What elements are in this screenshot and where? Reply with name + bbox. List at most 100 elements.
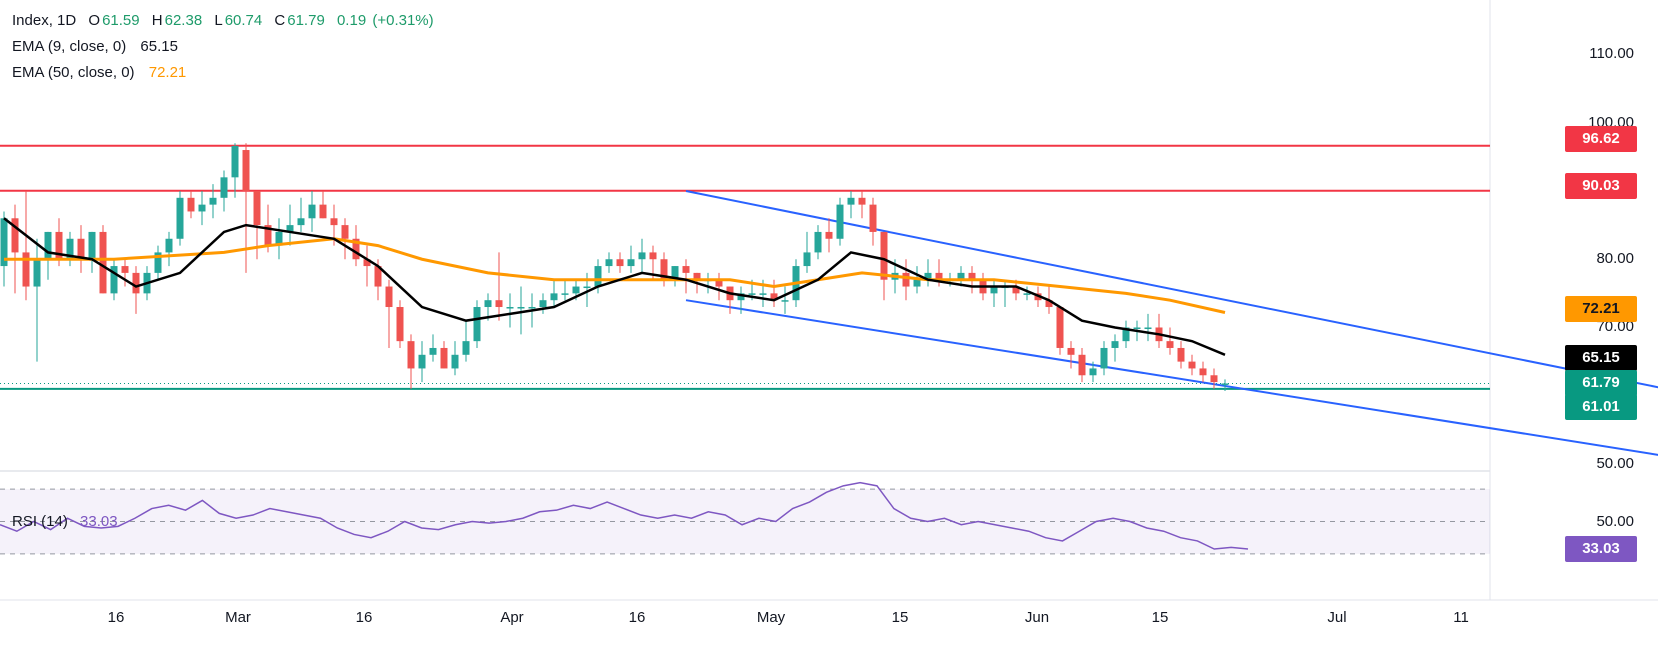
candle-body [1177, 347, 1185, 362]
price-tag: 96.62 [1565, 126, 1637, 152]
candle-body [825, 231, 833, 239]
candle-body [1111, 341, 1119, 348]
candle-body [858, 197, 866, 205]
candle-body [99, 231, 107, 294]
candle-body [803, 252, 811, 267]
candle-body [110, 266, 118, 294]
candle-body [374, 266, 382, 287]
candle-body [363, 259, 371, 267]
candle-body [286, 225, 294, 232]
candle-body [759, 293, 767, 295]
candles [0, 143, 1229, 391]
candle-body [682, 266, 690, 273]
candle-body [1210, 375, 1218, 383]
channel-upper-line [685, 190, 1658, 389]
candle-body [693, 272, 701, 280]
candle-body [1023, 293, 1031, 295]
candle-body [253, 190, 261, 226]
candle-body [132, 272, 140, 294]
candle-body [209, 197, 217, 205]
candle-body [264, 225, 272, 246]
candle-body [616, 259, 624, 267]
candle-body [1199, 368, 1207, 376]
change-value: 0.19 [336, 12, 367, 29]
candle-body [495, 300, 503, 308]
candle-body [1078, 354, 1086, 376]
candle-body [121, 266, 129, 273]
candle-body [913, 279, 921, 287]
candle-body [1012, 286, 1020, 294]
candle-body [341, 225, 349, 239]
ema9-value: 65.15 [140, 38, 178, 55]
candle-body [550, 293, 558, 301]
candle-body [1100, 347, 1108, 369]
candle-body [1045, 300, 1053, 308]
candle-body [847, 197, 855, 205]
candle-body [396, 307, 404, 342]
candle-body [869, 204, 877, 232]
ema50-line [4, 237, 1226, 314]
price-tag: 61.79 [1565, 370, 1637, 396]
candle-body [506, 307, 514, 309]
candle-body [418, 354, 426, 369]
ema-lines [3, 217, 1226, 356]
candle-body [44, 231, 52, 260]
candle-body [220, 177, 228, 198]
rsi-line [0, 481, 1249, 550]
ema50-legend: EMA (50, close, 0) 72.21 [12, 64, 188, 81]
high-label: H [151, 12, 163, 29]
time-axis-tick: 16 [355, 609, 373, 626]
candle-body [1166, 341, 1174, 348]
candle-body [66, 238, 74, 260]
candle-body [407, 341, 415, 369]
rsi-value-tag: 33.03 [1565, 535, 1637, 562]
price-tag: 72.21 [1565, 296, 1637, 322]
ema50-value: 72.21 [148, 64, 187, 81]
candle-body [231, 145, 239, 178]
candle-body [880, 231, 888, 280]
time-axis-tick: Jun [1024, 609, 1050, 626]
low-value: 60.74 [224, 12, 263, 29]
candle-body [1056, 307, 1064, 348]
open-label: O [88, 12, 101, 29]
candle-body [11, 218, 19, 253]
ema9-label: EMA (9, close, 0) [12, 38, 127, 55]
ema9-legend: EMA (9, close, 0) 65.15 [12, 38, 180, 55]
candle-body [935, 272, 943, 280]
candle-body [429, 347, 437, 355]
candle-body [33, 259, 41, 287]
ohlc-legend: Index, 1D O 61.59 H 62.38 L 60.74 C 61.79 0.… [12, 12, 436, 29]
candle-body [352, 238, 360, 260]
symbol-label: Index, 1D [12, 12, 77, 29]
ema50-label: EMA (50, close, 0) [12, 64, 135, 81]
candle-body [583, 286, 591, 289]
candle-body [748, 293, 756, 295]
candle-body [957, 272, 965, 280]
candle-body [924, 272, 932, 280]
candle-body [242, 150, 250, 191]
candle-body [605, 259, 613, 267]
candle-body [77, 238, 85, 260]
price-axis-tick: 110.00 [1589, 45, 1634, 63]
open-value: 61.59 [102, 12, 140, 29]
time-axis-tick: 16 [107, 609, 125, 626]
candle-body [814, 231, 822, 253]
candle-body [484, 300, 492, 308]
rsi-legend-value: 33.03 [80, 513, 118, 530]
candle-body [660, 259, 668, 280]
candle-body [1089, 368, 1097, 376]
price-tag: 65.15 [1565, 345, 1637, 371]
rsi-axis-tick: 50.00 [1596, 512, 1634, 530]
close-value: 61.79 [287, 12, 325, 29]
candle-body [737, 293, 745, 301]
candle-body [462, 341, 470, 355]
candle-body [0, 218, 8, 267]
rsi-label: RSI (14) [12, 513, 68, 530]
candle-body [319, 204, 327, 219]
candle-body [308, 204, 316, 219]
candle-body [176, 197, 184, 239]
candle-body [1133, 327, 1141, 329]
ema9-line [3, 217, 1226, 356]
time-axis-tick: 11 [1453, 609, 1469, 626]
